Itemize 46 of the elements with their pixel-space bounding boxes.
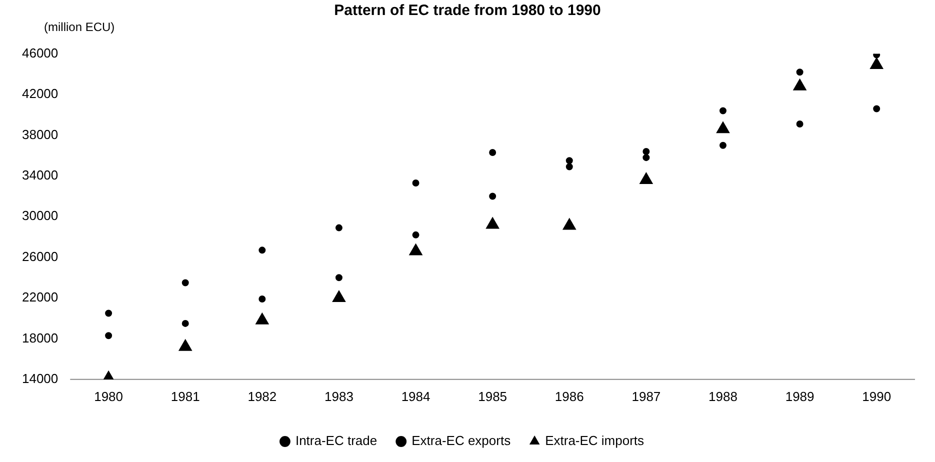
point — [796, 120, 804, 128]
y-tick-label: 30000 — [22, 208, 58, 224]
y-tick-label: 42000 — [22, 86, 58, 102]
y-tick-label: 34000 — [22, 167, 58, 182]
legend-label: Intra-EC trade — [295, 433, 378, 448]
chart-title: Pattern of EC trade from 1980 to 1990 — [333, 2, 602, 19]
point — [719, 107, 726, 114]
x-tick-label: 1983 — [324, 388, 354, 404]
y-tick-label: 18000 — [22, 330, 58, 346]
point — [873, 105, 880, 112]
point — [566, 157, 573, 164]
y-tick-label: 14000 — [22, 370, 58, 386]
legend-label: Extra-EC exports — [412, 433, 512, 448]
x-tick-label: 1982 — [248, 388, 277, 404]
point — [642, 148, 650, 155]
point — [105, 310, 112, 317]
point — [182, 320, 189, 327]
point — [258, 296, 266, 303]
point — [335, 274, 342, 282]
y-tick-label: 26000 — [22, 248, 58, 264]
x-tick-label: 1988 — [708, 388, 738, 404]
x-tick-label: 1986 — [554, 388, 584, 404]
point — [412, 231, 420, 238]
x-tick-label: 1990 — [862, 388, 892, 404]
point — [796, 68, 804, 76]
point — [258, 246, 266, 254]
point — [489, 149, 496, 156]
x-tick-label: 1981 — [170, 388, 200, 404]
point — [182, 279, 189, 286]
point — [335, 224, 342, 232]
legend-label: Extra-EC imports — [545, 433, 645, 448]
x-tick-label: 1987 — [632, 388, 661, 404]
y-tick-label: 22000 — [22, 290, 58, 305]
point — [719, 142, 726, 149]
x-tick-label: 1984 — [401, 388, 430, 404]
point — [105, 332, 112, 340]
x-tick-label: 1980 — [94, 388, 124, 404]
y-tick-label: 46000 — [22, 45, 58, 60]
x-tick-label: 1985 — [478, 388, 508, 404]
y-tick-label: 38000 — [22, 126, 58, 142]
point — [412, 180, 420, 187]
y-axis-title: (million ECU) — [44, 20, 115, 34]
x-tick-label: 1989 — [785, 388, 814, 404]
point — [489, 192, 496, 200]
point — [566, 163, 573, 170]
point — [642, 154, 650, 162]
